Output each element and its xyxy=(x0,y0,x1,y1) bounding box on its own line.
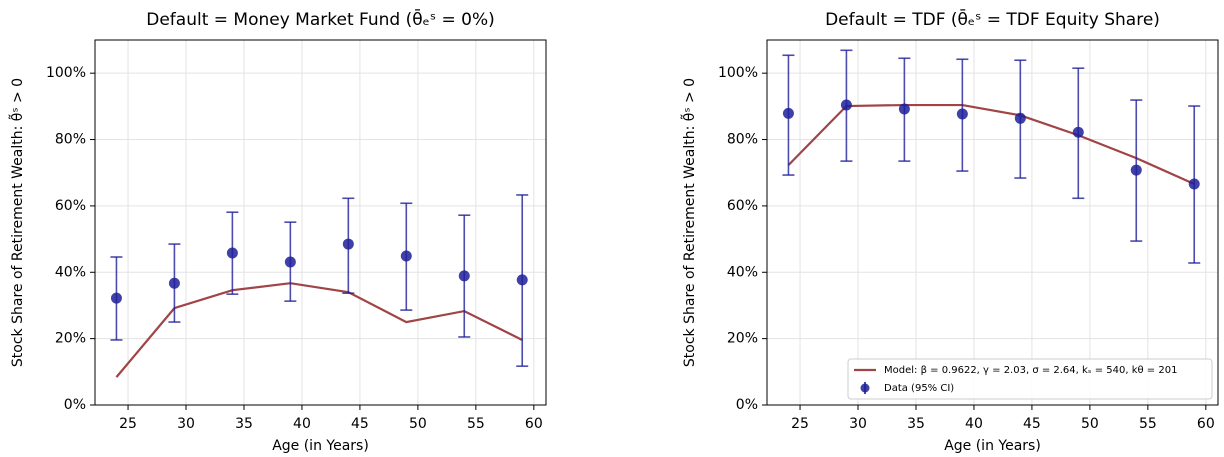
x-tick-label: 50 xyxy=(1081,416,1099,432)
y-tick-label: 0% xyxy=(64,397,86,413)
x-axis-label: Age (in Years) xyxy=(272,438,369,454)
y-tick-label: 40% xyxy=(727,264,758,280)
x-tick-label: 55 xyxy=(467,416,485,432)
x-tick-label: 25 xyxy=(119,416,137,432)
data-point xyxy=(956,108,968,120)
x-tick-label: 40 xyxy=(965,416,983,432)
x-tick-label: 60 xyxy=(1197,416,1215,432)
x-tick-label: 60 xyxy=(525,416,543,432)
data-point xyxy=(516,274,528,286)
x-tick-label: 30 xyxy=(177,416,195,432)
y-tick-label: 100% xyxy=(46,65,86,81)
y-tick-label: 80% xyxy=(727,132,758,148)
legend-label: Data (95% CI) xyxy=(884,383,954,394)
chart: Default = TDF (θ̄ₑˢ = TDF Equity Share) A… xyxy=(680,8,1219,454)
x-tick-label: 40 xyxy=(293,416,311,432)
axes-frame xyxy=(94,39,547,406)
data-point xyxy=(898,103,910,115)
x-tick-label: 25 xyxy=(791,416,809,432)
y-tick-label: 0% xyxy=(736,397,758,413)
chart-title: Default = TDF (θ̄ₑˢ = TDF Equity Share) xyxy=(825,8,1160,30)
data-point xyxy=(1130,164,1142,176)
x-tick-label: 55 xyxy=(1139,416,1157,432)
data-point xyxy=(110,292,122,304)
x-axis-label: Age (in Years) xyxy=(944,438,1041,454)
y-tick-label: 20% xyxy=(727,331,758,347)
x-tick-label: 35 xyxy=(907,416,925,432)
data-point xyxy=(1014,112,1026,124)
axes-frame xyxy=(766,39,1219,406)
y-tick-label: 100% xyxy=(718,65,758,81)
data-point xyxy=(400,250,412,262)
x-tick-label: 50 xyxy=(409,416,427,432)
y-tick-label: 60% xyxy=(55,198,86,214)
model-line xyxy=(787,103,1195,186)
x-tick-label: 35 xyxy=(235,416,253,432)
chart: Default = Money Market Fund (θ̄ₑˢ = 0%) A… xyxy=(8,8,547,454)
y-tick-label: 60% xyxy=(727,198,758,214)
data-point xyxy=(1072,126,1084,138)
legend-swatch xyxy=(860,383,870,393)
data-point xyxy=(284,256,296,268)
legend-label: Model: β = 0.9622, γ = 2.03, σ = 2.64, k… xyxy=(884,365,1177,376)
data-point xyxy=(226,247,238,259)
chart-title: Default = Money Market Fund (θ̄ₑˢ = 0%) xyxy=(146,8,494,30)
model-line xyxy=(115,282,523,378)
y-tick-label: 40% xyxy=(55,264,86,280)
x-tick-label: 45 xyxy=(351,416,369,432)
data-point xyxy=(840,99,852,111)
y-axis-label: Stock Share of Retirement Wealth: θ̃ˢ > … xyxy=(8,78,26,367)
data-point xyxy=(342,238,354,250)
data-point xyxy=(1188,178,1200,190)
y-axis-label: Stock Share of Retirement Wealth: θ̃ˢ > … xyxy=(680,78,698,367)
y-tick-label: 80% xyxy=(55,132,86,148)
data-point xyxy=(782,107,794,119)
legend-box xyxy=(847,358,1213,400)
data-point xyxy=(458,270,470,282)
x-tick-label: 45 xyxy=(1023,416,1041,432)
x-tick-label: 30 xyxy=(849,416,867,432)
data-point xyxy=(168,277,180,289)
y-tick-label: 20% xyxy=(55,331,86,347)
